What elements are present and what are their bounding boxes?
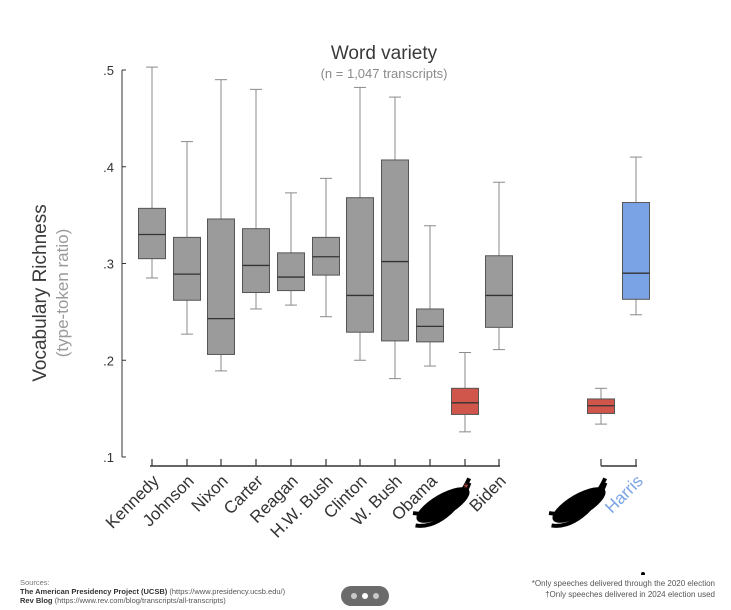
sources-heading: Sources: <box>20 578 50 587</box>
y-axis-sublabel: (type-token ratio) <box>53 229 72 358</box>
source1-url[interactable]: (https://www.presidency.ucsb.edu/) <box>169 587 286 596</box>
source1-name: The American Presidency Project (UCSB) <box>20 587 168 596</box>
y-tick-label: .5 <box>103 63 114 78</box>
pager-dot-2[interactable] <box>362 593 368 599</box>
x-tick-label: Harris <box>601 471 646 516</box>
box-redacted-9: * <box>412 352 479 528</box>
footnote-2: †Only speeches delivered in 2024 electio… <box>545 590 715 599</box>
box-clinton: Clinton <box>320 86 374 522</box>
y-tick-label: .3 <box>103 257 114 272</box>
box-iqr <box>138 207 166 260</box>
box-iqr <box>277 252 305 292</box>
box-iqr <box>346 197 374 333</box>
redaction-scribble <box>548 477 608 528</box>
footnotes: *Only speeches delivered through the 202… <box>532 578 715 600</box>
y-tick-label: .2 <box>103 353 114 368</box>
redaction-stroke <box>412 477 472 528</box>
footnote-1: *Only speeches delivered through the 202… <box>531 579 715 588</box>
box-iqr <box>416 308 444 343</box>
chart-title: Word variety <box>331 43 438 64</box>
pager-dot-1[interactable] <box>351 593 357 599</box>
source-line-2: Rev Blog (https://www.rev.com/blog/trans… <box>20 596 285 605</box>
y-axis-label: Vocabulary Richness <box>30 204 51 381</box>
box-iqr <box>173 236 201 301</box>
redaction-stroke <box>548 477 608 528</box>
box-iqr <box>485 255 513 328</box>
source2-url[interactable]: (https://www.rev.com/blog/transcripts/al… <box>54 596 226 605</box>
pager-dot-3[interactable] <box>373 593 379 599</box>
box-iqr <box>207 218 235 355</box>
sources: Sources: The American Presidency Project… <box>20 578 285 605</box>
footnote-marker: * <box>464 481 469 495</box>
stray-dot <box>641 572 645 575</box>
box-iqr <box>622 202 650 300</box>
y-tick-label: .4 <box>103 160 114 175</box>
box-plot-chart: .5.4.3.2.1 KennedyJohnsonNixonCarterReag… <box>30 43 650 575</box>
source-line-1: The American Presidency Project (UCSB) (… <box>20 587 285 596</box>
box-harris: Harris <box>601 156 650 517</box>
box-iqr <box>381 159 409 342</box>
source2-name: Rev Blog <box>20 596 53 605</box>
carousel-pager[interactable] <box>341 586 389 606</box>
y-tick-label: .1 <box>103 450 114 465</box>
x-tick-label: Biden <box>466 471 510 515</box>
redaction-scribble <box>412 477 472 528</box>
box-iqr <box>451 387 479 415</box>
chart-subtitle: (n = 1,047 transcripts) <box>321 66 448 81</box>
box-iqr <box>242 228 270 294</box>
box-redacted-11 <box>548 387 615 528</box>
